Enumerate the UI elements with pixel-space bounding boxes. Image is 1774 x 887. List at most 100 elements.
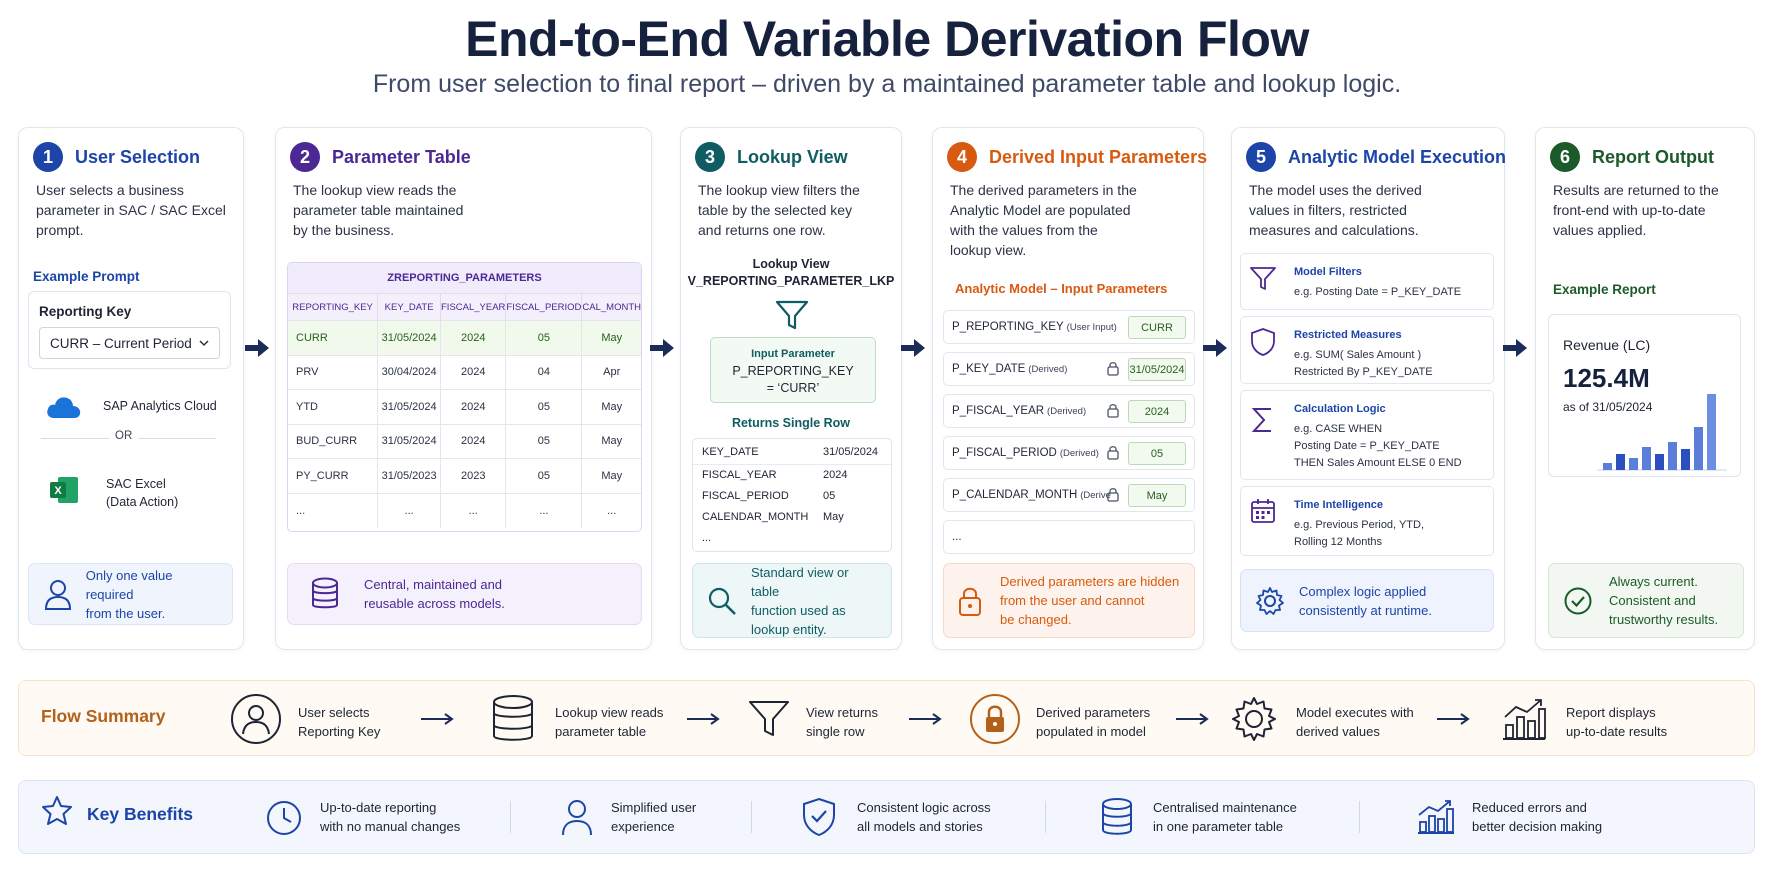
column-header: FISCAL_YEAR — [440, 293, 507, 321]
restricted-measures-card: Restricted Measures e.g. SUM( Sales Amou… — [1240, 316, 1494, 384]
analytic-model-label: Analytic Model – Input Parameters — [955, 281, 1168, 296]
result-field: ... — [702, 532, 712, 544]
user-icon — [44, 580, 72, 610]
param-value: CURR — [1128, 316, 1186, 339]
result-row-box: KEY_DATE 31/05/2024 FISCAL_YEAR 2024 FIS… — [692, 438, 892, 552]
lock-icon — [970, 694, 1020, 744]
param-value: 2024 — [1128, 400, 1186, 423]
result-field: FISCAL_YEAR — [702, 469, 777, 481]
step-2-panel: 2 Parameter Table The lookup view reads … — [275, 127, 652, 650]
result-field: CALENDAR_MONTH — [702, 511, 809, 523]
step-description-6: Results are returned to the front-end wit… — [1553, 182, 1719, 238]
shield-icon — [1251, 328, 1275, 356]
step-number-4: 4 — [947, 142, 977, 172]
flow-step-4: Derived parameters populated in model — [1036, 705, 1151, 739]
result-field: KEY_DATE — [702, 446, 759, 458]
lock-icon — [959, 587, 981, 616]
key-benefits-bar: Key Benefits Up-to-date reporting with no… — [18, 780, 1755, 854]
result-value: May — [823, 511, 844, 523]
result-value: 2024 — [823, 469, 848, 481]
arrow-right-icon — [909, 713, 942, 725]
kpi-value: 125.4M — [1563, 363, 1650, 393]
key-benefits-title: Key Benefits — [87, 804, 194, 824]
time-intelligence-card: Time Intelligence e.g. Previous Period, … — [1240, 486, 1494, 556]
table-name: ZREPORTING_PARAMETERS — [288, 263, 641, 293]
table-row: YTD 31/05/2024 2024 05 May — [288, 389, 641, 424]
column-header: KEY_DATE — [377, 293, 441, 321]
chart-icon — [1503, 699, 1546, 740]
result-value: 31/05/2024 — [823, 446, 879, 458]
step-description-4: The derived parameters in the Analytic Mo… — [950, 182, 1137, 258]
column-header: REPORTING_KEY — [288, 293, 379, 321]
step-title-1: User Selection — [75, 146, 201, 167]
param-row-more: ... — [943, 520, 1195, 554]
flow-step-3: View returns single row — [806, 705, 879, 739]
step-number-3: 3 — [695, 142, 725, 172]
user-icon — [562, 800, 592, 836]
benefit-4: Centralised maintenance in one parameter … — [1153, 800, 1297, 834]
step-description-1: User selects a business parameter in SAC … — [36, 182, 226, 238]
step-description-3: The lookup view filters the table by the … — [698, 182, 860, 238]
param-row-key-date: P_KEY_DATE (Derived) 31/05/2024 — [943, 352, 1195, 386]
step-number-5: 5 — [1246, 142, 1276, 172]
database-icon — [312, 577, 338, 609]
param-row-fiscal-year: P_FISCAL_YEAR (Derived) 2024 — [943, 394, 1195, 428]
report-card: Revenue (LC) 125.4M as of 31/05/2024 — [1548, 314, 1741, 477]
returns-label: Returns Single Row — [731, 416, 851, 430]
flow-arrow-2 — [650, 339, 674, 357]
calculation-logic-card: Calculation Logic e.g. CASE WHEN Posting … — [1240, 390, 1494, 480]
search-icon — [708, 587, 736, 615]
clock-icon — [267, 801, 301, 835]
benefit-2: Simplified user experience — [611, 800, 697, 834]
table-row: PRV 30/04/2024 2024 04 Apr — [288, 354, 641, 390]
flow-summary-title: Flow Summary — [41, 706, 166, 726]
chart-icon — [1418, 800, 1454, 834]
filter-icon — [749, 701, 789, 736]
step-3-panel: 3 Lookup View The lookup view filters th… — [680, 127, 902, 650]
gear-icon — [1256, 586, 1284, 615]
step-1-note: Only one value required from the user. — [28, 563, 233, 625]
column-header: CAL_MONTH — [581, 293, 641, 321]
filter-icon — [1250, 267, 1276, 290]
step-title-3: Lookup View — [737, 146, 848, 167]
lock-icon — [1107, 404, 1119, 418]
prompt-card: Reporting Key CURR – Current Period — [28, 291, 231, 369]
page-subtitle: From user selection to final report – dr… — [372, 70, 1402, 98]
result-value: 05 — [823, 490, 836, 502]
table-header-row: REPORTING_KEY KEY_DATE FISCAL_YEAR FISCA… — [288, 293, 641, 321]
column-header: FISCAL_PERIOD — [505, 293, 583, 321]
step-4-panel: 4 Derived Input Parameters The derived p… — [932, 127, 1208, 650]
database-icon — [493, 695, 533, 741]
flow-step-2: Lookup view reads parameter table — [555, 705, 664, 739]
filter-icon — [775, 300, 809, 330]
lock-icon — [1107, 488, 1119, 502]
step-number-2: 2 — [290, 142, 320, 172]
page-title: End-to-End Variable Derivation Flow — [465, 11, 1309, 67]
lock-icon — [1107, 362, 1119, 376]
flow-arrow-5 — [1503, 339, 1527, 357]
step-title-5: Analytic Model Execution — [1288, 146, 1507, 167]
arrow-right-icon — [421, 713, 454, 725]
calendar-icon — [1251, 499, 1275, 523]
table-row: CURR 31/05/2024 2024 05 May — [288, 320, 641, 355]
excel-icon: X — [50, 477, 78, 503]
flow-step-5: Model executes with derived values — [1296, 705, 1414, 739]
step-number-6: 6 — [1550, 142, 1580, 172]
step-6-note: Always current. Consistent and trustworthy… — [1548, 563, 1744, 638]
or-label: OR — [109, 430, 139, 442]
source-sac: SAP Analytics Cloud — [103, 399, 217, 413]
step-description-2: The lookup view reads the parameter table… — [293, 182, 464, 238]
step-4-note: Derived parameters are hidden from the us… — [943, 563, 1195, 638]
example-prompt-label: Example Prompt — [33, 269, 140, 284]
reporting-key-dropdown[interactable]: CURR – Current Period — [39, 327, 220, 359]
user-icon — [231, 694, 281, 744]
step-description-5: The model uses the derived values in filt… — [1249, 182, 1422, 238]
star-icon — [42, 796, 72, 825]
flow-arrow-3 — [901, 339, 925, 357]
step-title-4: Derived Input Parameters — [989, 146, 1208, 167]
step-title-2: Parameter Table — [332, 146, 471, 167]
source-excel: SAC Excel (Data Action) — [106, 477, 179, 509]
revenue-bar-chart — [1597, 394, 1727, 471]
svg-text:X: X — [54, 485, 62, 497]
benefit-1: Up-to-date reporting with no manual chang… — [320, 800, 461, 834]
